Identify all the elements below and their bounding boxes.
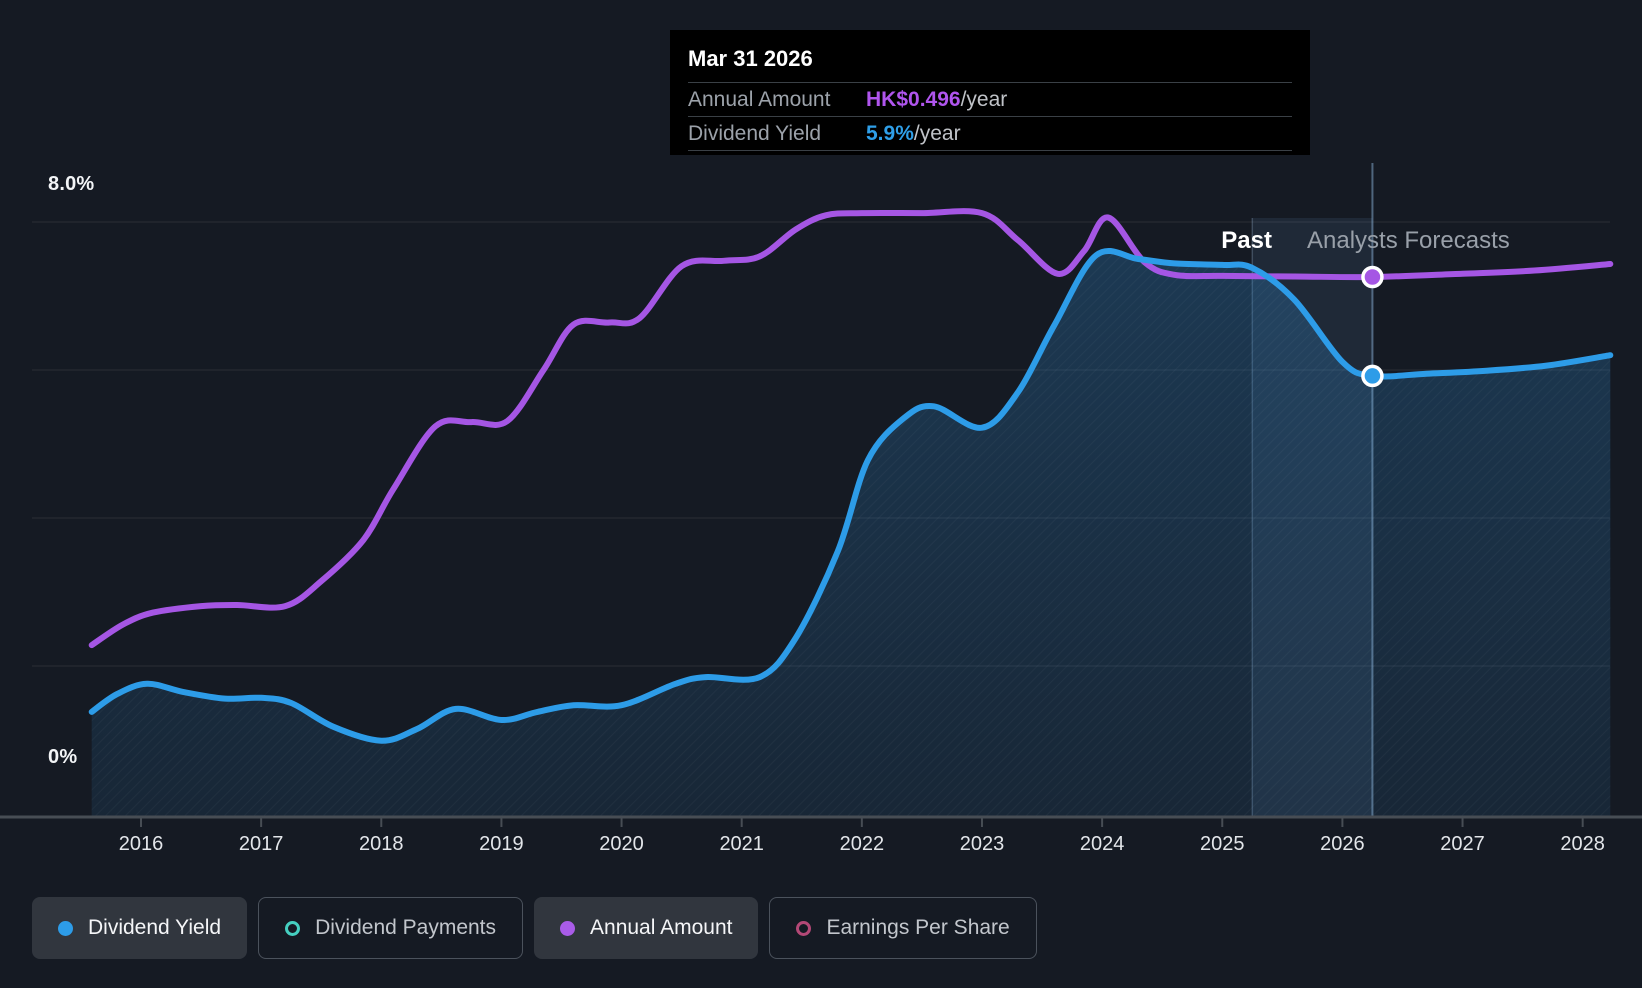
- legend-label: Dividend Payments: [315, 916, 497, 939]
- x-axis-label: 2023: [959, 833, 1005, 855]
- earnings-per-share-ring-icon: [796, 920, 812, 936]
- past-label: Past: [1221, 227, 1272, 254]
- legend-dividend-yield[interactable]: Dividend Yield: [32, 897, 248, 959]
- legend-annual-amount[interactable]: Annual Amount: [534, 897, 759, 959]
- dividend-yield-area-hatch: [91, 250, 1611, 816]
- analysts-forecasts-label: Analysts Forecasts: [1307, 227, 1510, 254]
- tooltip-row-dividend-yield: Dividend Yield 5.9% /year: [688, 116, 1292, 151]
- x-axis-label: 2020: [599, 833, 644, 855]
- tooltip-label: Annual Amount: [688, 87, 831, 111]
- legend-label: Earnings Per Share: [826, 916, 1010, 939]
- legend-label: Dividend Yield: [88, 916, 222, 939]
- chart-legend: Dividend Yield Dividend Payments Annual …: [32, 897, 1037, 959]
- annual-amount-line: [88, 208, 1614, 649]
- dividend-yield-line: [88, 248, 1614, 744]
- x-axis-label: 2026: [1320, 833, 1365, 855]
- x-axis-label: 2022: [839, 833, 885, 855]
- tooltip-value: 5.9%: [866, 121, 914, 145]
- y-axis-label-bottom: 0%: [48, 746, 78, 768]
- dividend-yield-dot-icon: [58, 920, 73, 936]
- tooltip-row-annual-amount: Annual Amount HK$0.496 /year: [688, 82, 1292, 116]
- legend-earnings-per-share[interactable]: Earnings Per Share: [769, 897, 1037, 959]
- tooltip-suffix: /year: [960, 87, 1008, 111]
- x-axis-label: 2017: [238, 833, 284, 855]
- chart-tooltip: Mar 31 2026 Annual Amount HK$0.496 /year…: [670, 30, 1310, 155]
- x-axis-label: 2016: [118, 833, 164, 855]
- tooltip-date: Mar 31 2026: [688, 46, 813, 71]
- x-axis-label: 2027: [1440, 833, 1485, 855]
- legend-label: Annual Amount: [590, 916, 733, 939]
- legend-dividend-payments[interactable]: Dividend Payments: [258, 897, 524, 959]
- dividend-payments-ring-icon: [285, 920, 301, 936]
- x-axis-label: 2028: [1560, 833, 1605, 855]
- x-axis-label: 2018: [359, 833, 404, 855]
- x-axis-label: 2024: [1079, 833, 1125, 855]
- dividend-yield-marker-dot[interactable]: [1361, 364, 1384, 388]
- tooltip-value: HK$0.496: [866, 87, 961, 111]
- tooltip-suffix: /year: [913, 121, 961, 145]
- annual-amount-marker-dot[interactable]: [1361, 265, 1384, 289]
- x-axis-label: 2025: [1200, 833, 1245, 855]
- y-axis-label-top: 8.0%: [48, 173, 95, 195]
- annual-amount-dot-icon: [560, 920, 576, 936]
- x-axis-label: 2021: [719, 833, 764, 855]
- tooltip-label: Dividend Yield: [688, 121, 822, 145]
- x-axis-label: 2019: [479, 833, 524, 855]
